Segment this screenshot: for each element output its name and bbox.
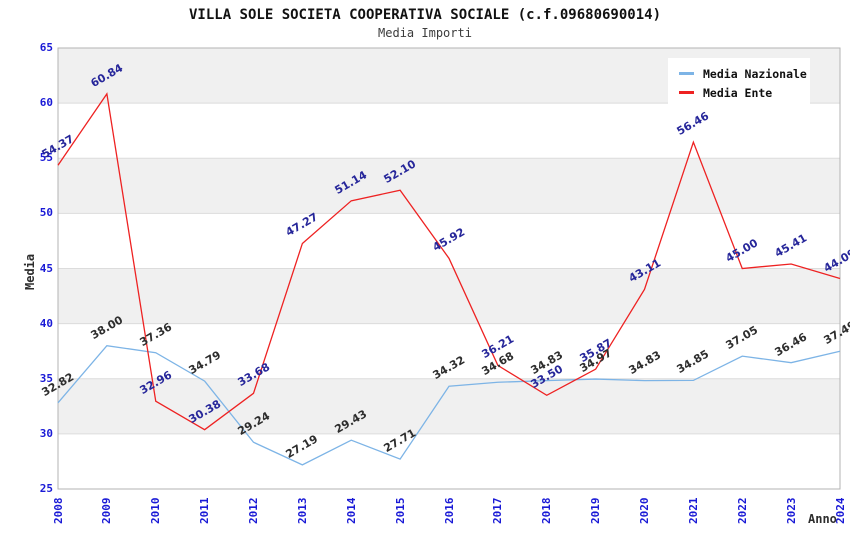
legend-swatch	[679, 72, 694, 75]
series-line-media-nazionale	[57, 344, 841, 466]
y-axis-title: Media	[23, 253, 37, 290]
legend-swatch	[679, 91, 694, 94]
legend-item-label: Media Ente	[703, 85, 773, 100]
legend: Media Nazionale Media Ente	[668, 58, 810, 108]
legend-item: Media Nazionale	[679, 64, 810, 83]
grid-band	[58, 158, 840, 214]
series-line-media-ente	[57, 92, 841, 431]
plot-border	[57, 47, 841, 490]
grid-band	[58, 268, 840, 324]
legend-item: Media Ente	[679, 83, 810, 102]
grid-band	[58, 378, 840, 434]
chart-subtitle: Media Importi	[378, 26, 472, 40]
x-axis-title: Anno	[808, 512, 837, 526]
legend-item-label: Media Nazionale	[703, 66, 807, 81]
chart-title: VILLA SOLE SOCIETA COOPERATIVA SOCIALE (…	[188, 7, 661, 23]
